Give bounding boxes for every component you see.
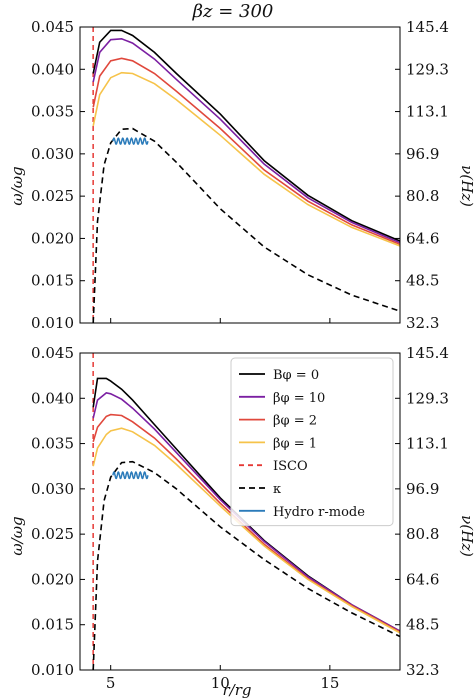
legend-label: βφ = 10 (273, 391, 325, 406)
y2-tick-label: 145.4 (406, 344, 449, 362)
legend-label: κ (273, 482, 281, 497)
y-axis-title-bottom: ω/ωg (8, 516, 26, 555)
y-tick-label: 0.015 (31, 272, 74, 290)
x-tick-label: 10 (211, 674, 230, 692)
series-line (92, 127, 400, 323)
plot-frame (79, 352, 401, 671)
y2-tick-label: 48.5 (406, 616, 439, 634)
y-tick-label: 0.030 (31, 480, 74, 498)
y-tick-label: 0.045 (31, 344, 74, 362)
legend-label: Hydro r-mode (273, 505, 365, 520)
legend: Bφ = 0 βφ = 10 βφ = 2 βφ = 1 ISCO κ Hydro r-mo… (230, 357, 394, 527)
x-tick-label: 5 (106, 674, 116, 692)
y2-tick-label: 129.3 (406, 60, 449, 78)
y2-tick-label: 113.1 (406, 103, 449, 121)
y-tick-label: 0.040 (31, 389, 74, 407)
y2-tick-label: 96.9 (406, 145, 439, 163)
y2-tick-label: 96.9 (406, 480, 439, 498)
y-tick-label: 0.025 (31, 525, 74, 543)
plot-frame (79, 26, 401, 324)
legend-label: Bφ = 0 (273, 368, 319, 383)
x-tick-label: 15 (320, 674, 339, 692)
y-tick-label: 0.025 (31, 187, 74, 205)
series-line (92, 57, 400, 246)
bottom-panel: 0.010 32.3 0.015 48.5 0.020 64.6 0.025 80.8 0.03… (31, 344, 449, 692)
y2-tick-label: 145.4 (406, 18, 449, 36)
series-line (92, 37, 400, 244)
y2-axis-title-top: ν(Hz) (458, 165, 474, 207)
series-line (92, 29, 400, 242)
series-line (92, 392, 400, 632)
series-line (92, 460, 400, 670)
legend-box (230, 357, 394, 527)
y-tick-label: 0.010 (31, 661, 74, 679)
plot-title: βz = 300 (192, 1, 274, 22)
y2-tick-label: 32.3 (406, 661, 439, 679)
y2-tick-label: 64.6 (406, 570, 439, 588)
legend-label: ISCO (273, 459, 308, 474)
y-tick-label: 0.030 (31, 145, 74, 163)
hydro-rmode-line (112, 137, 149, 145)
y-tick-label: 0.020 (31, 229, 74, 247)
y-tick-label: 0.010 (31, 314, 74, 332)
hydro-rmode-line (112, 471, 149, 480)
plot-area (92, 27, 400, 323)
legend-label: βφ = 1 (273, 436, 317, 451)
x-axis-title: r/rg (223, 681, 252, 699)
y2-tick-label: 32.3 (406, 314, 439, 332)
series-line (92, 427, 400, 634)
y2-tick-label: 129.3 (406, 389, 449, 407)
y2-tick-label: 80.8 (406, 187, 439, 205)
y-tick-label: 0.035 (31, 435, 74, 453)
y-tick-label: 0.035 (31, 103, 74, 121)
y-tick-label: 0.040 (31, 60, 74, 78)
top-panel: 0.010 32.3 0.015 48.5 0.020 64.6 0.025 80.8 0.03… (31, 18, 449, 332)
y2-tick-label: 64.6 (406, 229, 439, 247)
y-tick-label: 0.020 (31, 570, 74, 588)
plot-area (92, 353, 400, 670)
y2-tick-label: 113.1 (406, 435, 449, 453)
y-tick-label: 0.045 (31, 18, 74, 36)
y-axis-title-top: ω/ωg (8, 166, 26, 205)
legend-label: βφ = 2 (273, 414, 317, 429)
y2-axis-title-bottom: ν(Hz) (458, 515, 474, 557)
y2-tick-label: 48.5 (406, 272, 439, 290)
y-tick-label: 0.015 (31, 616, 74, 634)
series-line (92, 71, 400, 247)
y2-tick-label: 80.8 (406, 525, 439, 543)
